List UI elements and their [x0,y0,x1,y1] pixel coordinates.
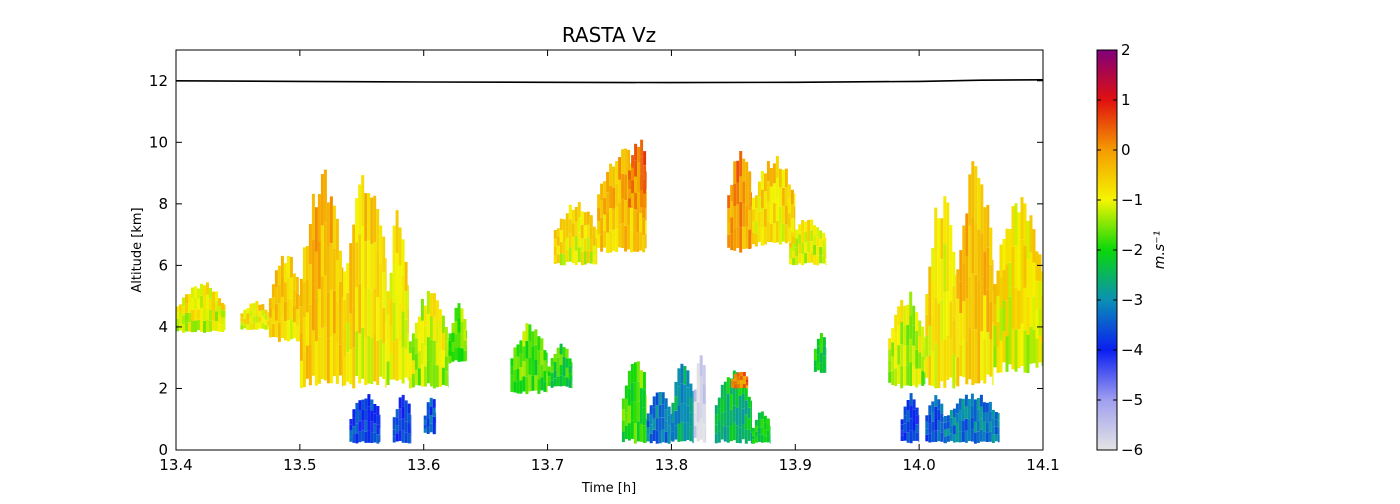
x-tick-label: 14.1 [1026,456,1059,474]
x-tick-label: 13.7 [531,456,564,474]
y-tick-label: 12 [149,72,168,90]
colorbar-label: m.s⁻¹ [1152,231,1168,269]
x-tick-label: 13.9 [779,456,812,474]
y-tick-label: 6 [158,256,168,274]
chart-title: RASTA Vz [562,23,656,47]
colorbar-tick-label: −5 [1121,391,1143,409]
y-tick-label: 2 [158,379,168,397]
colorbar-tick-label: −1 [1121,191,1143,209]
y-axis-label: Altitude [km] [130,207,145,292]
colorbar-tick-label: −4 [1121,341,1143,359]
colorbar-tick-label: 2 [1121,41,1131,59]
x-tick-label: 13.6 [407,456,440,474]
x-tick-label: 13.8 [655,456,688,474]
x-axis-label: Time [h] [581,481,636,496]
colorbar-tick-label: 1 [1121,91,1131,109]
y-tick-label: 10 [149,133,168,151]
y-tick-label: 8 [158,195,168,213]
y-tick-label: 4 [158,318,168,336]
colorbar-tick-label: −2 [1121,241,1143,259]
colorbar-tick-label: −6 [1121,441,1143,459]
y-tick-label: 0 [158,441,168,459]
colorbar-tick-label: 0 [1121,141,1131,159]
x-tick-label: 13.5 [283,456,316,474]
x-tick-label: 14.0 [902,456,935,474]
colorbar-tick-label: −3 [1121,291,1143,309]
